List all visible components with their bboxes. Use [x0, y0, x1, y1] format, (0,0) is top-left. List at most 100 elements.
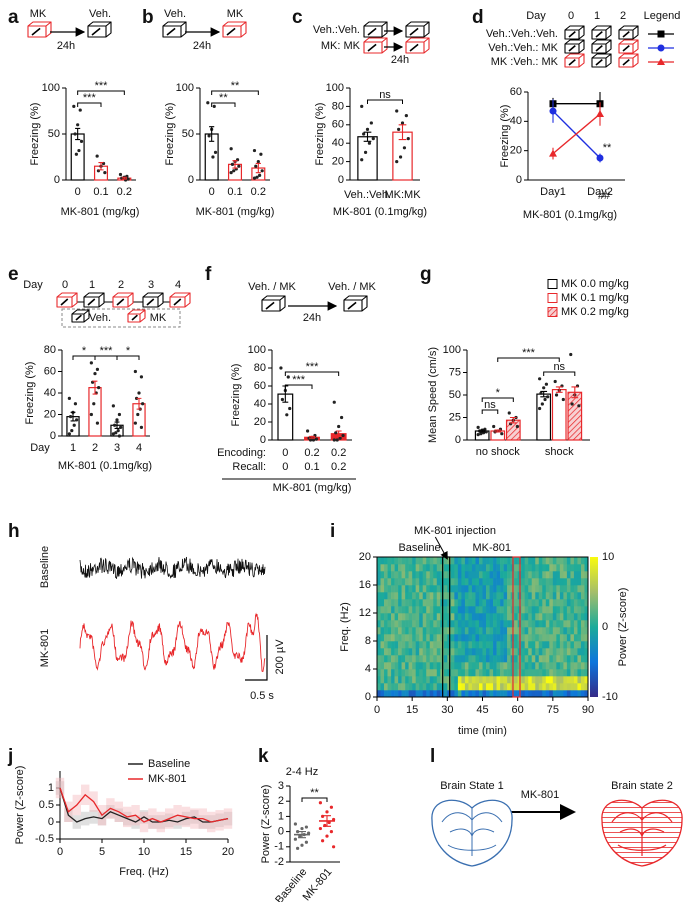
bar	[88, 387, 102, 437]
colorbar-tick-label: -10	[602, 691, 618, 703]
significance-bracket	[77, 90, 125, 95]
heatmap-cell	[380, 578, 385, 586]
heatmap-cell	[468, 648, 473, 656]
heatmap-cell	[514, 613, 518, 621]
y-tick-label: 0	[54, 174, 60, 186]
heatmap-cell	[450, 655, 455, 663]
heatmap-cell	[577, 592, 582, 600]
heatmap-cell	[412, 655, 416, 663]
legend-label: Veh.:Veh.:Veh.	[486, 28, 558, 40]
heatmap-cell	[559, 627, 564, 635]
x-tick-label: 5	[99, 846, 105, 858]
y-tick-label: 100	[443, 344, 461, 356]
heatmap-cell	[580, 690, 585, 698]
heatmap-cell	[401, 683, 406, 691]
heatmap-cell	[422, 571, 427, 579]
heatmap-cell	[387, 655, 392, 663]
heatmap-cell	[478, 683, 483, 691]
heatmap-cell	[408, 655, 413, 663]
heatmap-cell	[398, 578, 402, 586]
heatmap-cell	[384, 627, 388, 635]
heatmap-cell	[415, 648, 420, 656]
heatmap-cell	[443, 634, 448, 642]
data-point	[79, 139, 84, 143]
significance-label: *	[126, 345, 131, 357]
heatmap-cell	[457, 683, 462, 691]
annotation: ##	[598, 190, 611, 202]
heatmap-cell	[471, 641, 476, 649]
heatmap-cell	[468, 571, 473, 579]
heatmap-cell	[545, 676, 550, 684]
x-axis-label: MK-801 (mg/kg)	[61, 206, 140, 218]
heatmap-cell	[531, 564, 536, 572]
significance-label: ***	[522, 347, 536, 359]
heatmap-cell	[559, 592, 564, 600]
heatmap-cell	[528, 578, 533, 586]
heatmap-cell	[436, 571, 441, 579]
data-point	[371, 137, 375, 141]
x-axis-label: MK-801 (0.1mg/kg)	[523, 209, 617, 221]
heatmap-cell	[500, 683, 504, 691]
heatmap-cell	[422, 655, 427, 663]
heatmap-cell	[500, 585, 504, 593]
heatmap-cell	[398, 683, 402, 691]
mouse-icon	[265, 301, 275, 310]
mouse-icon	[409, 43, 419, 52]
heatmap-cell	[401, 669, 406, 677]
data-point	[314, 437, 318, 441]
heatmap-cell	[464, 669, 469, 677]
heatmap-cell	[521, 613, 525, 621]
error-bar	[70, 411, 76, 422]
heatmap-cell	[415, 578, 420, 586]
y-tick-label: 0	[260, 434, 266, 446]
y-tick-label: 2	[278, 795, 284, 807]
heatmap-cell	[415, 606, 420, 614]
heatmap-cell	[528, 599, 533, 607]
heatmap-cell	[384, 571, 388, 579]
x-axis-label: MK-801 (0.1mg/kg)	[58, 460, 152, 472]
data-point	[543, 397, 547, 402]
data-point	[395, 109, 399, 113]
heatmap-cell	[580, 683, 585, 691]
significance-bracket	[481, 409, 499, 414]
data-point	[141, 402, 145, 406]
heatmap-cell	[450, 669, 455, 677]
heatmap-cell	[405, 599, 409, 607]
heatmap-cell	[584, 683, 589, 691]
heatmap-cell	[545, 620, 550, 628]
heatmap-cell	[493, 634, 497, 642]
heatmap-cell	[549, 634, 554, 642]
heatmap-cell	[391, 683, 395, 691]
heatmap-cell	[387, 676, 392, 684]
heatmap-cell	[521, 557, 525, 565]
heatmap-cell	[471, 578, 476, 586]
heatmap-cell	[482, 683, 487, 691]
heatmap-cell	[391, 606, 395, 614]
heatmap-cell	[433, 676, 438, 684]
data-point	[479, 432, 483, 436]
heatmap-cell	[552, 648, 557, 656]
heatmap-cell	[573, 599, 578, 607]
heatmap-cell	[531, 627, 536, 635]
heatmap-cell	[528, 585, 533, 593]
heatmap-cell	[580, 592, 585, 600]
heatmap-cell	[514, 578, 518, 586]
series-line	[59, 787, 229, 823]
heatmap-cell	[482, 620, 487, 628]
heatmap-cell	[394, 613, 399, 621]
heatmap-cell	[538, 662, 543, 670]
heatmap-cell	[570, 627, 575, 635]
heatmap-cell	[500, 606, 504, 614]
heatmap-cell	[394, 557, 399, 565]
heatmap-cell	[436, 690, 441, 698]
brain-structure	[611, 808, 673, 856]
heatmap-cell	[478, 557, 483, 565]
significance-label: ***	[306, 361, 320, 373]
row-value: 0.2	[331, 447, 346, 459]
legend-swatch	[547, 307, 558, 317]
heatmap-cell	[408, 613, 413, 621]
heatmap-cell	[377, 557, 381, 565]
heatmap-cell	[570, 669, 575, 677]
heatmap-cell	[514, 634, 518, 642]
heatmap-cell	[552, 620, 557, 628]
